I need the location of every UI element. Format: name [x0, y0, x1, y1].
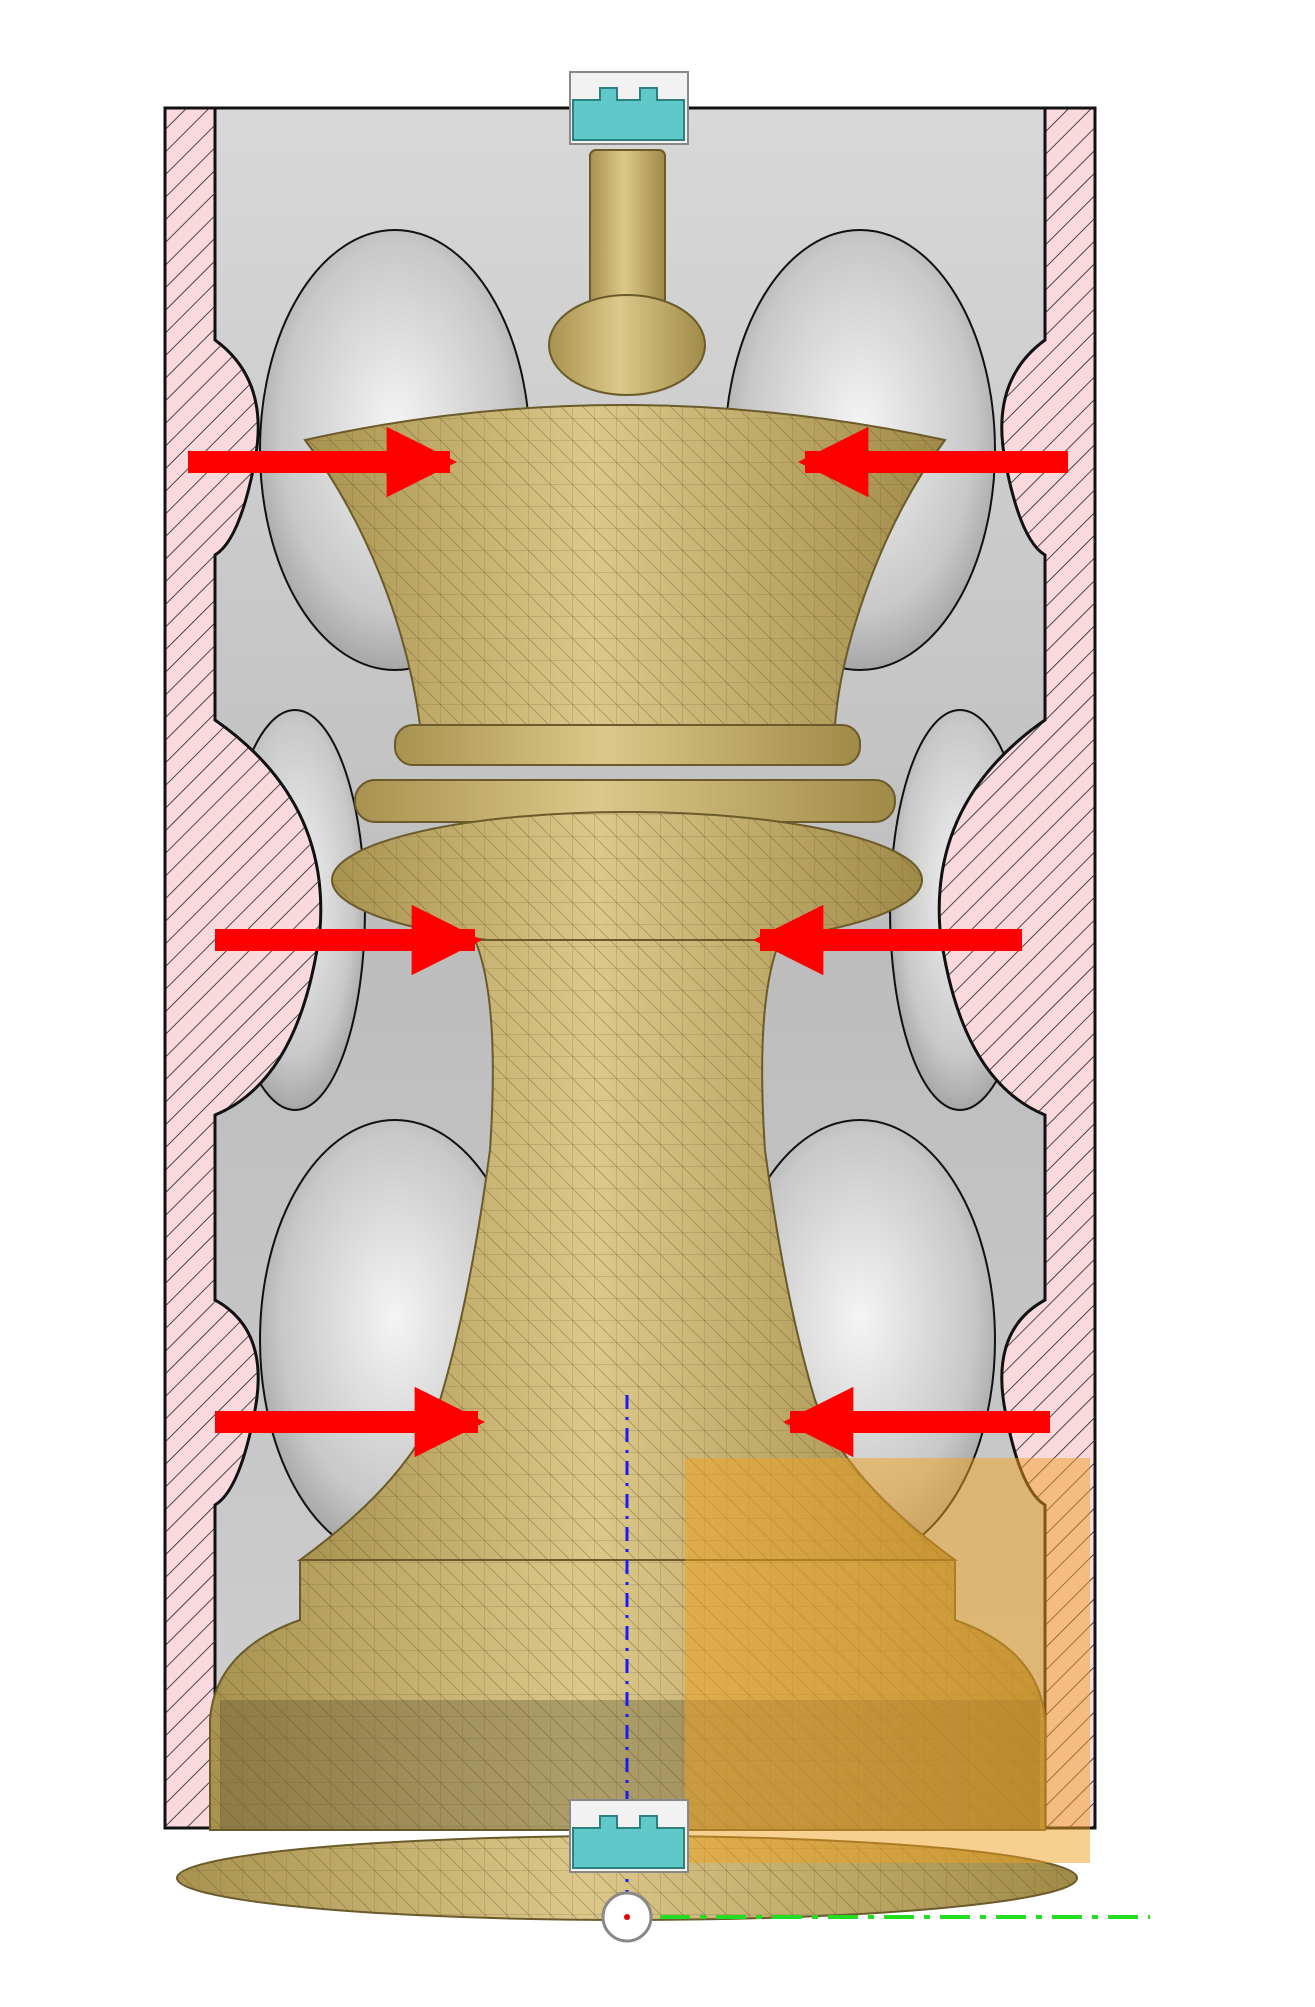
press-arrows	[188, 426, 1068, 1458]
top-clip-connector-icon	[569, 71, 689, 145]
bottom-clip-connector-icon	[569, 1799, 689, 1873]
origin-marker-icon	[601, 1891, 653, 1943]
highlight-region	[685, 1458, 1090, 1863]
